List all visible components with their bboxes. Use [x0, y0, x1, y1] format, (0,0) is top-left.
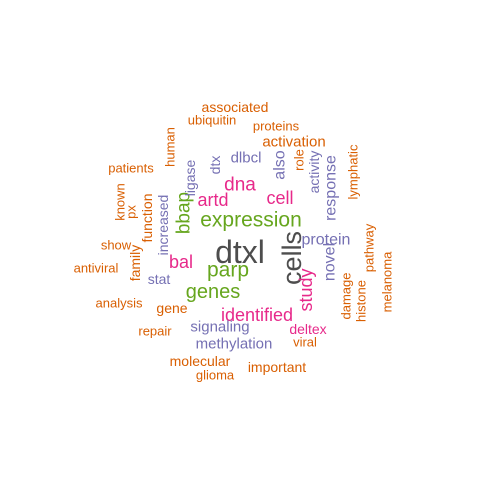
cloud-word-show: show: [101, 238, 132, 253]
cloud-word-bal: bal: [169, 252, 193, 272]
cloud-word-histone: histone: [354, 280, 369, 322]
cloud-word-deltex: deltex: [289, 321, 326, 337]
cloud-word-important: important: [248, 359, 306, 375]
cloud-word-family: family: [127, 245, 143, 282]
cloud-word-known: known: [113, 183, 128, 221]
cloud-word-activity: activity: [306, 151, 322, 194]
cloud-word-human: human: [163, 127, 178, 167]
cloud-word-dna: dna: [224, 175, 256, 196]
cloud-word-function: function: [139, 193, 155, 242]
cloud-word-artd: artd: [197, 190, 228, 210]
cloud-word-novel: novel: [322, 243, 339, 281]
cloud-word-activation: activation: [262, 134, 325, 151]
cloud-word-response: response: [323, 155, 340, 221]
cloud-word-lymphatic: lymphatic: [346, 144, 361, 199]
cloud-word-methylation: methylation: [196, 336, 273, 353]
cloud-word-increased: increased: [155, 195, 171, 256]
cloud-word-gene: gene: [156, 300, 187, 316]
cloud-word-melanoma: melanoma: [380, 251, 395, 312]
cloud-word-signaling: signaling: [190, 319, 249, 336]
cloud-word-molecular: molecular: [170, 353, 231, 369]
cloud-word-cells: cells: [277, 231, 307, 285]
cloud-word-genes: genes: [186, 281, 241, 303]
cloud-word-glioma: glioma: [196, 368, 235, 383]
cloud-word-viral: viral: [293, 335, 317, 350]
cloud-word-parp: parp: [207, 259, 249, 282]
cloud-word-identified: identified: [221, 305, 293, 325]
cloud-word-pathway: pathway: [362, 223, 377, 272]
cloud-word-dlbcl: dlbcl: [231, 150, 262, 167]
cloud-word-dtx: dtx: [207, 156, 223, 175]
cloud-word-stat: stat: [148, 271, 171, 287]
cloud-word-damage: damage: [339, 273, 354, 320]
cloud-word-protein: protein: [302, 232, 351, 249]
cloud-word-bbap: bbap: [174, 192, 195, 234]
cloud-word-ubiquitin: ubiquitin: [188, 113, 236, 128]
cloud-word-patients: patients: [108, 161, 154, 176]
cloud-word-associated: associated: [202, 99, 269, 115]
cloud-word-expression: expression: [200, 209, 302, 232]
cloud-word-cell: cell: [266, 188, 293, 208]
cloud-word-antiviral: antiviral: [74, 261, 119, 276]
cloud-word-analysis: analysis: [96, 296, 143, 311]
cloud-word-ligase: ligase: [182, 160, 198, 197]
cloud-word-repair: repair: [138, 324, 172, 339]
cloud-word-also: also: [272, 150, 289, 179]
cloud-word-px: px: [124, 205, 139, 219]
cloud-word-role: role: [292, 149, 307, 171]
cloud-word-study: study: [296, 268, 316, 311]
cloud-word-dtxl: dtxl: [215, 234, 265, 270]
cloud-word-proteins: proteins: [253, 119, 300, 134]
